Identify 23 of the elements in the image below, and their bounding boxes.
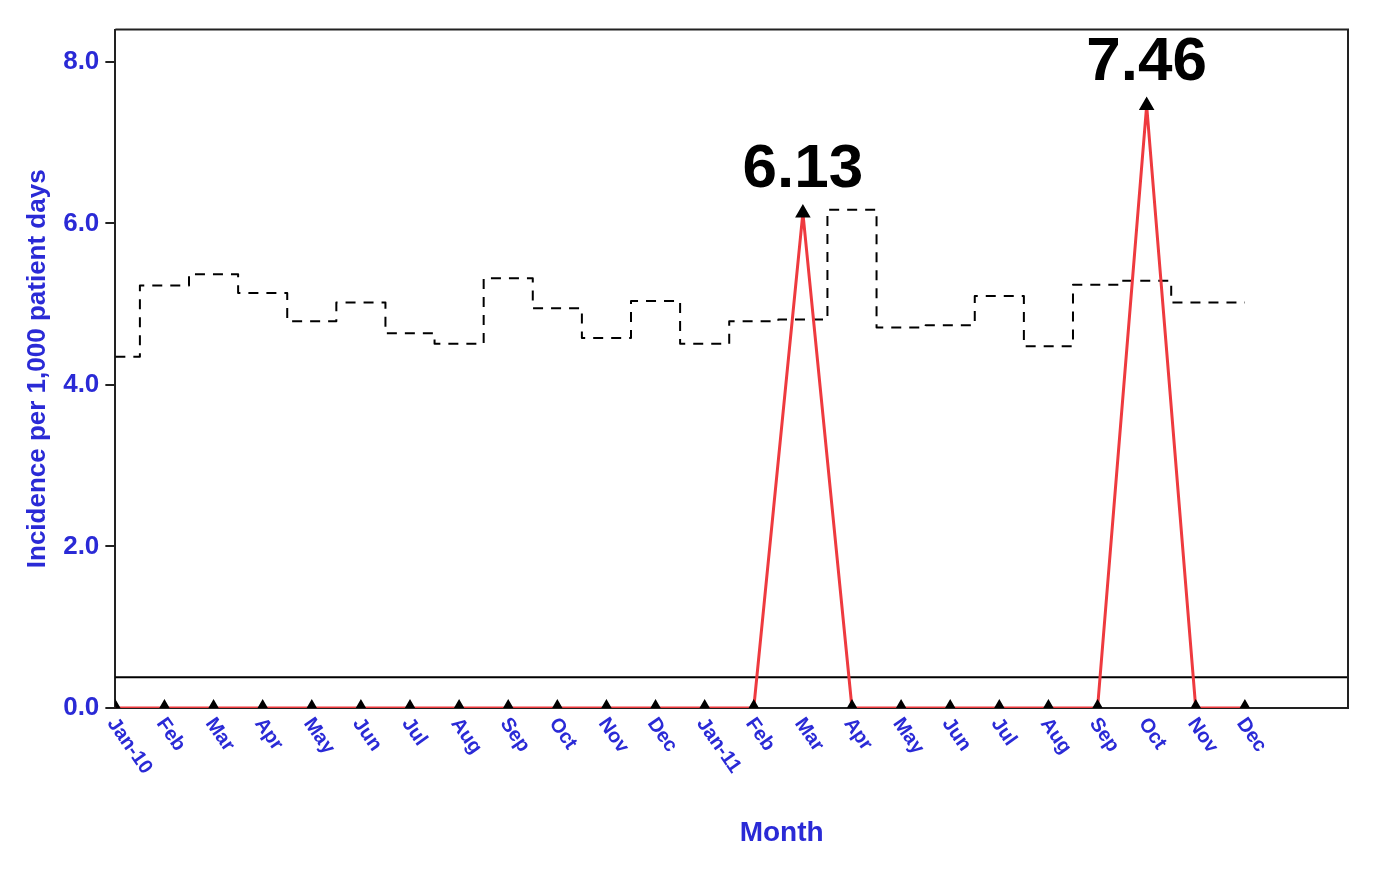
data-label: 6.13 (742, 131, 864, 201)
x-tick-label: Oct (1134, 712, 1173, 754)
x-tick-label: Jun (349, 712, 388, 755)
y-tick-label: 0.0 (63, 691, 100, 722)
y-tick-label: 2.0 (63, 529, 100, 560)
y-axis-title: Incidence per 1,000 patient days (20, 169, 51, 569)
x-tick-label: Jun (938, 712, 977, 755)
y-tick-label: 8.0 (63, 45, 100, 76)
x-tick-label: Sep (496, 712, 536, 756)
x-axis-title: Month (739, 815, 824, 847)
x-tick-label: Feb (741, 712, 781, 755)
x-tick-label: Oct (545, 712, 583, 754)
x-tick-label: Jul (987, 712, 1023, 750)
y-tick-label: 6.0 (63, 206, 100, 237)
x-tick-label: Sep (1085, 712, 1125, 756)
x-tick-label: Apr (250, 712, 289, 754)
x-tick-label: Mar (201, 712, 241, 755)
data-label: 7.46 (1086, 23, 1207, 93)
x-tick-label: Apr (840, 712, 879, 754)
x-tick-label: Feb (152, 712, 192, 755)
y-tick-label: 4.0 (63, 368, 100, 399)
x-tick-label: Mar (791, 712, 830, 755)
x-tick-label: Jul (398, 712, 433, 750)
